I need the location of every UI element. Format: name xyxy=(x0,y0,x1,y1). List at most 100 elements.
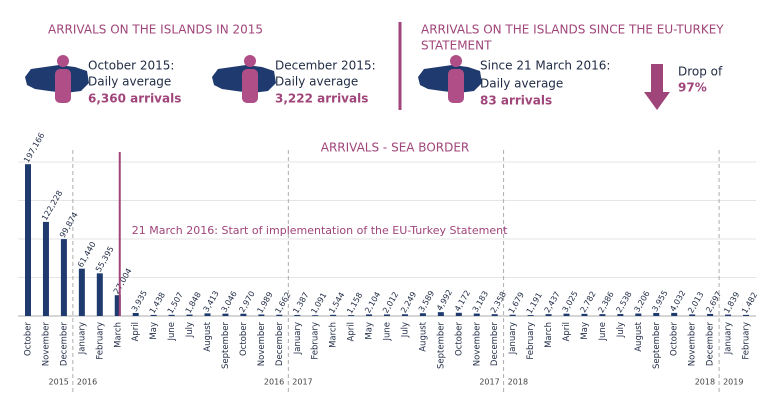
x-tick-label: November xyxy=(257,321,267,366)
value-label: 4,032 xyxy=(668,289,687,313)
x-tick-label: December xyxy=(275,321,285,366)
x-tick-label: May xyxy=(149,322,159,340)
bar xyxy=(545,314,552,316)
right-title: ARRIVALS ON THE ISLANDS SINCE THE EU-TUR… xyxy=(421,23,724,37)
x-tick-label: January xyxy=(724,322,734,355)
drop-label: Drop of xyxy=(678,65,723,79)
x-tick-label: February xyxy=(526,322,536,360)
year-label: 2017 xyxy=(479,378,499,387)
x-tick-label: December xyxy=(706,321,716,366)
bar xyxy=(114,295,121,316)
drop-arrow xyxy=(644,64,670,110)
value-label: 2,538 xyxy=(614,290,633,314)
x-tick-label: March xyxy=(113,322,123,348)
icon xyxy=(25,55,89,103)
value-label: 1,679 xyxy=(507,291,526,315)
bar xyxy=(150,314,157,316)
x-tick-label: March xyxy=(544,322,554,348)
icon xyxy=(418,55,482,103)
drop-value: 97% xyxy=(678,81,707,95)
value-label: 3,935 xyxy=(130,289,149,313)
x-tick-label: February xyxy=(742,322,752,360)
x-tick-label: April xyxy=(347,322,357,341)
value-label: 2,437 xyxy=(543,290,562,314)
bar xyxy=(78,268,85,316)
x-tick-label: September xyxy=(436,321,446,368)
x-tick-label: September xyxy=(652,321,662,368)
stat-value: 6,360 arrivals xyxy=(88,92,181,106)
x-tick-label: October xyxy=(24,322,34,357)
stat-line: December 2015: xyxy=(275,59,376,73)
stat-line: Daily average xyxy=(480,77,563,91)
x-tick-label: November xyxy=(41,321,51,366)
value-label: 1,091 xyxy=(309,291,328,315)
bar xyxy=(707,313,714,316)
bar xyxy=(240,313,247,316)
value-label: 1,507 xyxy=(166,291,185,315)
x-tick-label: August xyxy=(634,321,644,351)
bar xyxy=(186,314,193,316)
bar xyxy=(60,239,67,316)
bar xyxy=(617,314,624,316)
bar xyxy=(473,313,480,316)
stat-line: Daily average xyxy=(275,75,358,89)
value-label: 4,172 xyxy=(453,289,472,313)
bar xyxy=(419,313,426,316)
bar xyxy=(455,312,462,316)
stat-line: Since 21 March 2016: xyxy=(480,59,610,73)
bar xyxy=(725,314,732,316)
value-label: 1,482 xyxy=(740,291,759,315)
bar xyxy=(743,314,749,316)
bar xyxy=(401,314,408,316)
bar xyxy=(222,313,229,316)
x-tick-label: October xyxy=(670,322,680,357)
value-label: 1,158 xyxy=(345,291,364,315)
x-tick-label: December xyxy=(490,321,500,366)
bar xyxy=(671,312,678,316)
icon xyxy=(212,55,276,103)
chart-title: ARRIVALS - SEA BORDER xyxy=(321,141,470,155)
bar xyxy=(96,273,103,316)
value-label: 4,992 xyxy=(435,288,454,312)
value-label: 3,206 xyxy=(632,289,651,313)
bar xyxy=(527,315,534,316)
x-tick-label: April xyxy=(562,322,572,341)
stat-value: 3,222 arrivals xyxy=(275,92,368,106)
bar xyxy=(437,312,444,316)
x-tick-label: August xyxy=(418,321,428,351)
bar xyxy=(384,314,390,316)
year-label: 2015 xyxy=(49,378,69,387)
x-tick-label: April xyxy=(131,322,141,341)
value-label: 55,395 xyxy=(94,245,116,274)
x-tick-label: December xyxy=(59,321,69,366)
x-tick-label: September xyxy=(221,321,231,368)
value-label: 1,989 xyxy=(255,290,274,314)
bar xyxy=(348,315,355,316)
right-title: STATEMENT xyxy=(421,39,492,53)
x-tick-label: July xyxy=(616,322,626,338)
bar xyxy=(366,314,373,316)
x-tick-label: February xyxy=(311,322,321,360)
value-label: 3,183 xyxy=(471,289,490,313)
value-label: 2,013 xyxy=(686,290,705,314)
year-label: 2017 xyxy=(292,378,312,387)
value-label: 3,955 xyxy=(650,289,669,313)
value-label: 1,839 xyxy=(722,290,741,314)
value-label: 3,589 xyxy=(417,289,436,313)
stat-value: 83 arrivals xyxy=(480,94,552,108)
bar xyxy=(168,314,175,316)
value-label: 2,970 xyxy=(238,290,257,314)
value-label: 1,191 xyxy=(525,291,544,315)
value-label: 61,440 xyxy=(76,240,98,269)
bar xyxy=(276,314,283,316)
x-tick-label: January xyxy=(77,322,87,355)
bar xyxy=(689,314,696,316)
bar xyxy=(312,315,319,316)
annotation: 21 March 2016: Start of implementation o… xyxy=(132,224,508,237)
bar xyxy=(258,314,265,316)
value-label: 3,025 xyxy=(561,290,580,314)
x-tick-label: February xyxy=(95,322,105,360)
value-label: 3,046 xyxy=(220,290,239,314)
x-tick-label: October xyxy=(239,322,249,357)
